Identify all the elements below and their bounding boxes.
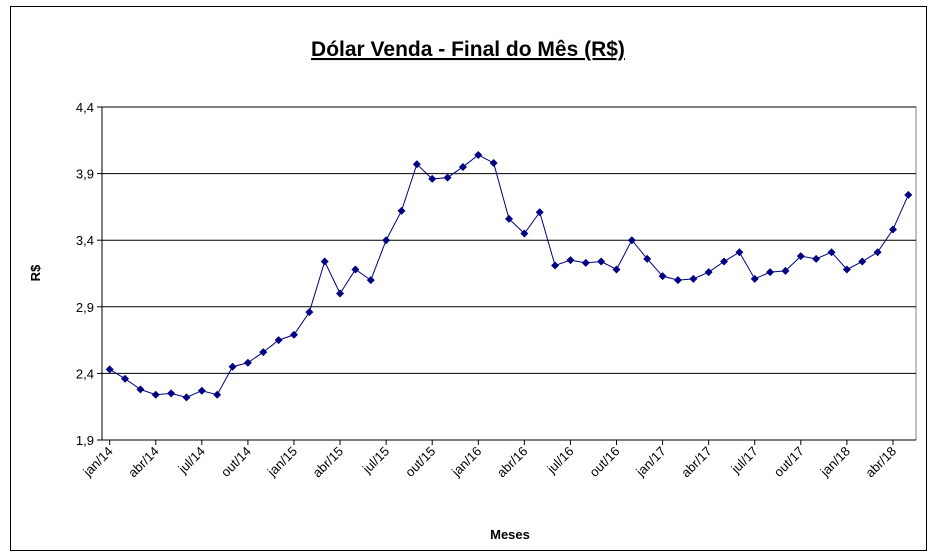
y-tick-label: 4,4 (76, 100, 94, 115)
marker (182, 393, 191, 402)
marker (888, 225, 897, 234)
y-tick-label: 2,9 (76, 300, 94, 315)
y-axis-label: R$ (28, 264, 43, 281)
marker (228, 362, 237, 371)
marker (121, 374, 130, 383)
marker (858, 257, 867, 266)
marker (551, 261, 560, 270)
marker (105, 365, 114, 374)
marker (735, 248, 744, 257)
marker (720, 257, 729, 266)
marker (443, 173, 452, 182)
plot-area (101, 106, 917, 441)
marker (535, 208, 544, 217)
marker (781, 266, 790, 275)
y-tick-label: 3,4 (76, 233, 94, 248)
marker (428, 174, 437, 183)
marker (213, 390, 222, 399)
y-tick-label: 2,4 (76, 366, 94, 381)
marker (320, 257, 329, 266)
marker (274, 336, 283, 345)
marker (259, 348, 268, 357)
marker (689, 274, 698, 283)
marker (827, 248, 836, 257)
marker (612, 265, 621, 274)
marker (812, 254, 821, 263)
marker (336, 289, 345, 298)
marker (151, 390, 160, 399)
marker (673, 276, 682, 285)
marker (458, 162, 467, 171)
x-axis-label: Meses (490, 527, 530, 542)
marker (581, 258, 590, 267)
marker (351, 265, 360, 274)
marker (566, 256, 575, 265)
marker (289, 330, 298, 339)
chart-title: Dólar Venda - Final do Mês (R$) (311, 38, 625, 61)
marker (243, 358, 252, 367)
marker (382, 236, 391, 245)
marker (505, 214, 513, 223)
marker (704, 268, 713, 277)
marker (474, 150, 483, 159)
marker (412, 160, 421, 169)
marker (904, 190, 913, 199)
marker (750, 274, 759, 283)
marker (658, 272, 667, 281)
marker (842, 265, 851, 274)
marker (305, 308, 314, 317)
marker (397, 206, 406, 215)
marker (873, 248, 882, 257)
marker (597, 257, 606, 266)
marker (489, 158, 498, 167)
marker (136, 385, 145, 394)
marker (627, 236, 636, 245)
y-tick-label: 3,9 (76, 167, 94, 182)
marker (643, 254, 652, 263)
marker (796, 252, 805, 261)
marker (366, 276, 375, 285)
marker (766, 268, 775, 277)
marker (167, 389, 176, 398)
y-tick-label: 1,9 (76, 433, 94, 448)
marker (197, 386, 206, 395)
marker (520, 229, 529, 238)
